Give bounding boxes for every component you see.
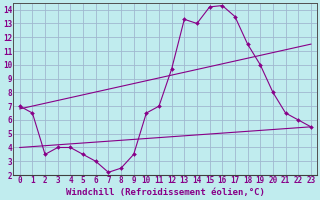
X-axis label: Windchill (Refroidissement éolien,°C): Windchill (Refroidissement éolien,°C)	[66, 188, 265, 197]
